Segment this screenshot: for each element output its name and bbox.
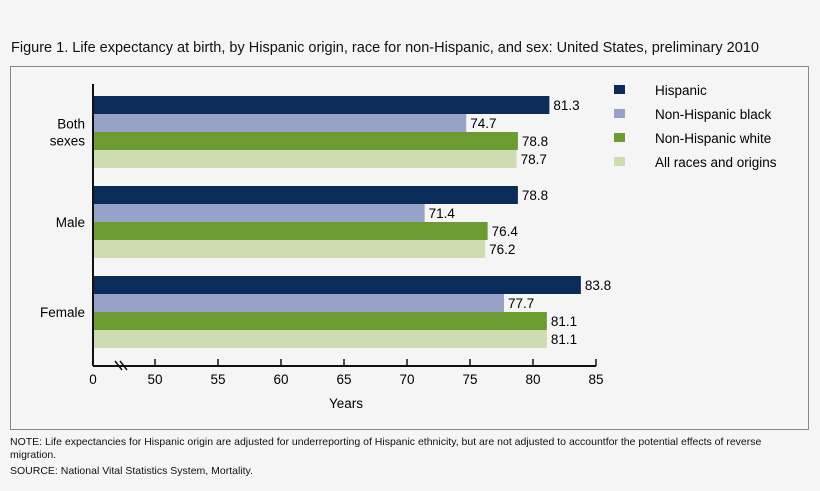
bar [93,150,517,168]
bar [93,204,425,222]
data-label: 76.4 [492,224,519,239]
bar [93,312,547,330]
data-label: 78.7 [521,152,547,167]
category-label: Both [57,117,85,132]
legend-swatch [614,85,625,94]
chart-frame [10,66,809,430]
axis-break-icon [114,360,128,371]
data-label: 77.7 [508,296,534,311]
bar [93,132,518,150]
x-tick-label: 60 [273,372,288,387]
data-label: 81.1 [551,314,577,329]
bar [93,186,518,204]
bar [93,294,505,312]
bar [93,114,467,132]
legend-swatch [614,109,625,118]
x-tick-label: 80 [525,372,540,387]
data-label: 78.8 [522,188,548,203]
x-tick-label: 65 [336,372,351,387]
x-tick-label: 70 [399,372,414,387]
x-tick-label: 75 [462,372,477,387]
data-label: 74.7 [470,116,496,131]
chart-note: NOTE: Life expectancies for Hispanic ori… [10,436,762,461]
data-label: 76.2 [489,242,515,257]
x-axis-label: Years [329,396,363,411]
bar [93,276,581,294]
x-tick-label: 55 [210,372,225,387]
chart-title: Figure 1. Life expectancy at birth, by H… [11,40,759,56]
bar [93,240,486,258]
legend-label: Non-Hispanic black [655,107,772,122]
category-label: sexes [50,134,86,149]
x-tick-label: 85 [588,372,603,387]
data-label: 81.3 [553,98,579,113]
legend-label: Hispanic [655,83,707,98]
data-label: 83.8 [585,278,611,293]
chart-source: SOURCE: National Vital Statistics System… [10,465,253,477]
bar [93,222,488,240]
legend-swatch [614,133,625,142]
bar [93,330,547,348]
legend-swatch [614,157,625,166]
category-label: Female [40,305,85,320]
bar [93,96,550,114]
data-label: 78.8 [522,134,548,149]
data-label: 71.4 [429,206,456,221]
category-label: Male [56,215,85,230]
x-tick-label: 50 [147,372,162,387]
x-tick-label: 0 [89,372,97,387]
data-label: 81.1 [551,332,577,347]
legend-label: All races and origins [655,155,777,170]
legend-label: Non-Hispanic white [655,131,771,146]
